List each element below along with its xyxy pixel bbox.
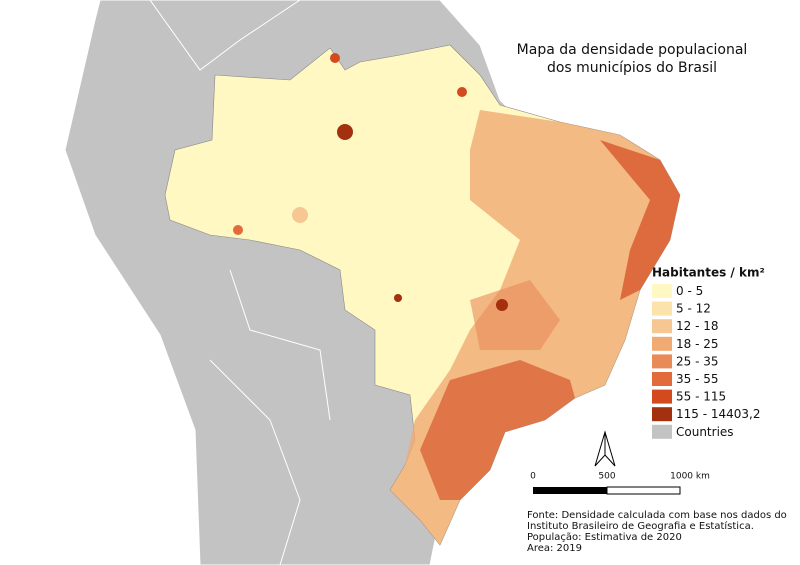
city <box>330 53 340 63</box>
source-line: Area: 2019 <box>527 543 582 554</box>
city <box>496 299 508 311</box>
legend-label: 5 - 12 <box>676 302 711 316</box>
title: Mapa da densidade populacional <box>517 42 748 58</box>
labels: Mapa da densidade populacional dos munic… <box>517 42 765 280</box>
source-line: População: Estimativa de 2020 <box>527 532 682 543</box>
country-border <box>229 269 331 421</box>
dense-region <box>600 140 680 300</box>
legend-swatch <box>652 354 672 369</box>
country-border <box>149 0 301 71</box>
legend-swatch <box>652 301 672 316</box>
country-border <box>209 359 301 565</box>
scale-label: 0 <box>530 472 536 482</box>
legend-label: 55 - 115 <box>676 390 726 404</box>
source: Fonte: Densidade calculada com base nos … <box>527 510 787 554</box>
legend-label: 0 - 5 <box>676 284 703 298</box>
legend-swatch <box>652 424 672 439</box>
city <box>337 124 353 140</box>
dense-region <box>470 280 560 350</box>
scale-label: 500 <box>598 472 615 482</box>
legend: 0 - 5 5 - 12 12 - 18 18 - 25 25 - 35 35 - 55 5… <box>652 284 761 439</box>
legend-label: 18 - 25 <box>676 337 719 351</box>
city <box>233 225 243 235</box>
legend-label: 115 - 14403,2 <box>676 407 761 421</box>
region <box>292 207 308 223</box>
legend-label: 12 - 18 <box>676 319 719 333</box>
scale-label: 1000 km <box>670 472 710 482</box>
legend-label: Countries <box>676 425 734 439</box>
legend-swatch <box>652 319 672 334</box>
legend-swatch <box>652 389 672 404</box>
legend-title: Habitantes / km² <box>652 266 765 280</box>
north-arrow <box>594 430 616 467</box>
legend-swatch <box>652 336 672 351</box>
source-line: Instituto Brasileiro de Geografia e Esta… <box>527 520 754 532</box>
legend-label: 35 - 55 <box>676 372 719 386</box>
legend-label: 25 - 35 <box>676 354 719 368</box>
dense-region <box>420 360 575 500</box>
legend-swatch <box>652 284 672 298</box>
city <box>394 294 402 302</box>
title: dos municípios do Brasil <box>547 60 717 76</box>
city <box>457 87 467 97</box>
source-line: Fonte: Densidade calculada com base nos … <box>527 510 787 521</box>
scale-segment <box>606 486 681 495</box>
legend-swatch <box>652 372 672 386</box>
scale-bar: 0 500 1000 km <box>530 472 710 495</box>
legend-swatch <box>652 407 672 422</box>
scale-segment <box>533 487 607 494</box>
